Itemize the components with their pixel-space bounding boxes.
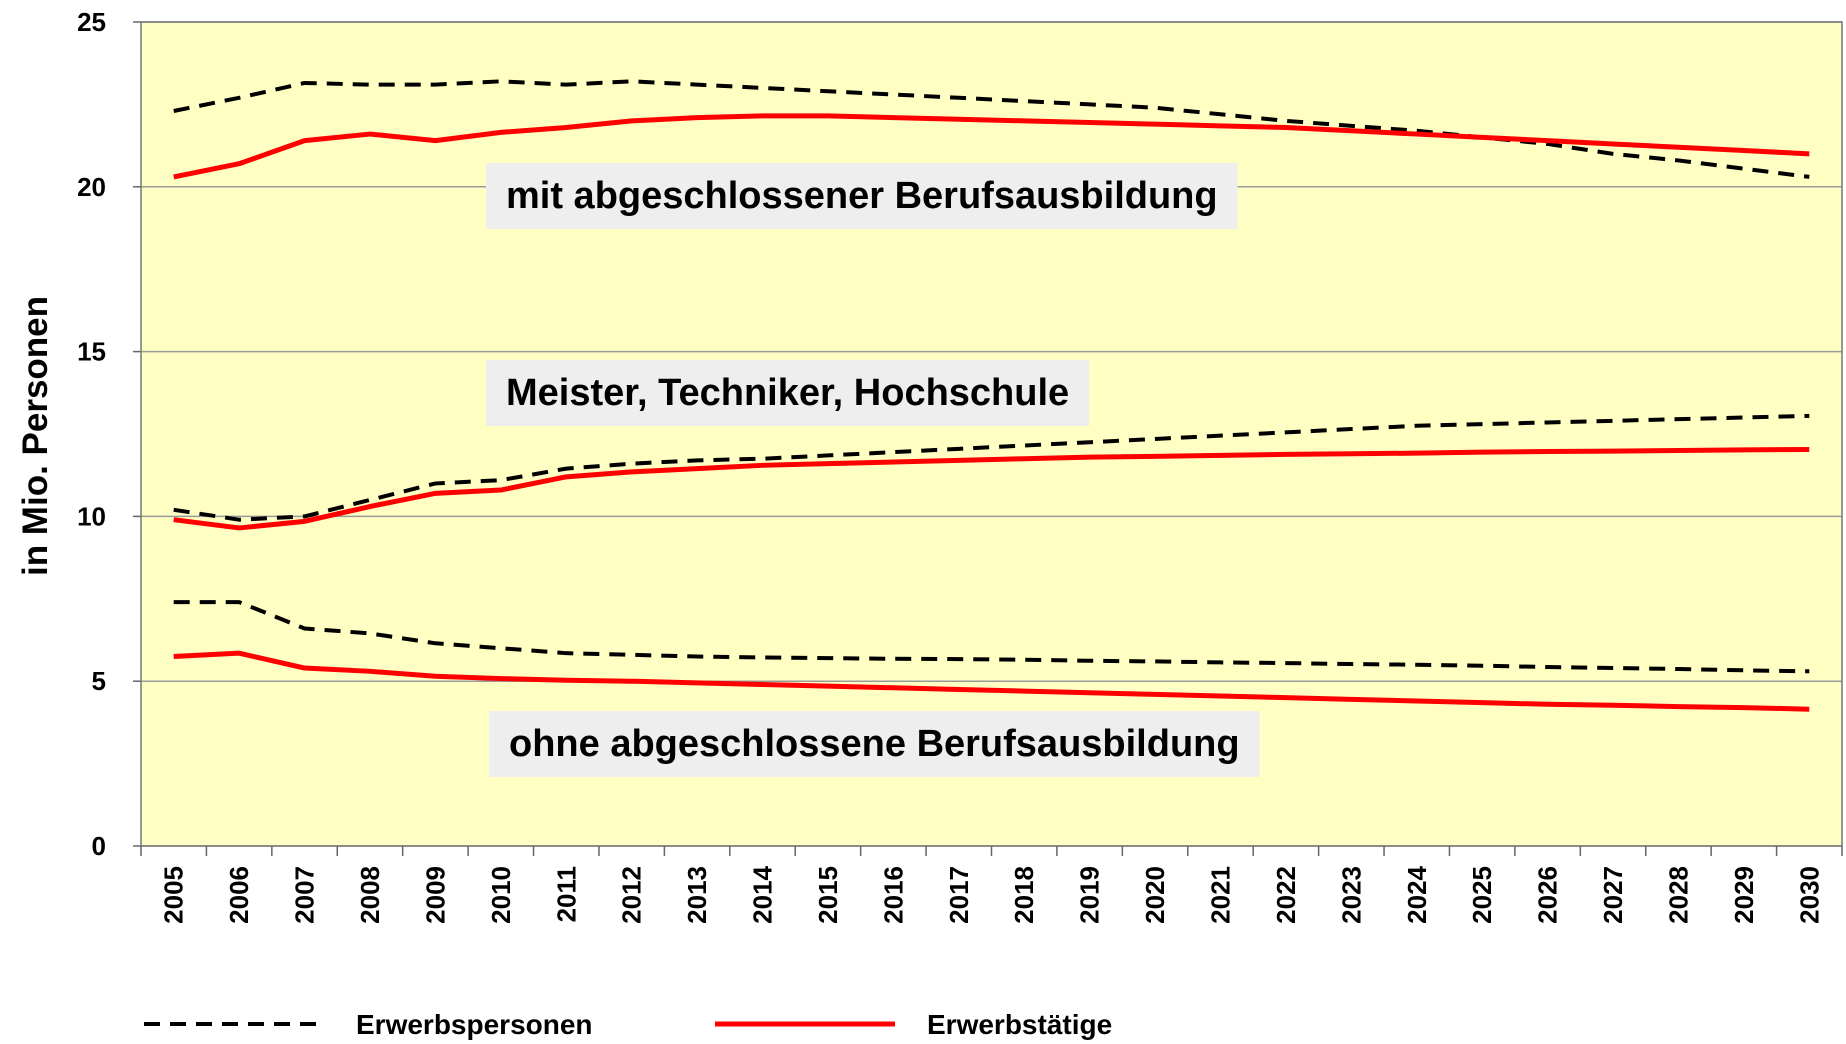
x-tick-label: 2009 [420,866,450,924]
y-tick-label: 0 [92,831,106,861]
y-tick-label: 5 [92,666,106,696]
x-tick-label: 2029 [1729,866,1759,924]
x-tick-label: 2022 [1271,866,1301,924]
x-tick-label: 2024 [1402,865,1432,923]
series-line [173,446,1810,531]
x-tick-label: 2018 [1009,866,1039,924]
x-tick-label: 2007 [290,866,320,924]
annotation-box [486,163,1238,229]
annotation: ohne abgeschlossene Berufsausbildung [509,723,1240,765]
x-tick-label: 2013 [682,866,712,924]
x-tick-label: 2012 [617,866,647,924]
x-tick-label: 2019 [1075,866,1105,924]
x-tick-label: 2015 [813,866,843,924]
x-tick-label: 2030 [1794,866,1824,924]
legend-label: Erwerbspersonen [356,1009,593,1040]
x-tick-label: 2006 [224,866,254,924]
y-tick-label: 15 [77,337,106,367]
series-line [173,113,1810,180]
series-line [173,79,1810,179]
x-tick-label: 2025 [1467,866,1497,924]
y-tick-label: 20 [77,172,106,202]
plot-area [141,22,1842,846]
x-tick-label: 2008 [355,866,385,924]
x-tick-label: 2021 [1205,866,1235,924]
x-tick-label: 2020 [1140,866,1170,924]
legend-label: Erwerbstätige [927,1009,1112,1040]
x-tick-label: 2011 [551,866,581,922]
x-tick-label: 2017 [944,866,974,924]
annotation-box [489,711,1260,777]
y-tick-label: 25 [77,7,106,37]
annotation: Meister, Techniker, Hochschule [506,372,1069,414]
x-tick-label: 2028 [1663,866,1693,924]
x-tick-label: 2026 [1533,866,1563,924]
x-tick-label: 2014 [748,865,778,923]
x-tick-label: 2010 [486,866,516,924]
y-tick-label: 10 [77,501,106,531]
x-tick-label: 2016 [878,866,908,924]
x-tick-label: 2023 [1336,866,1366,924]
x-tick-label: 2027 [1598,866,1628,924]
annotation: mit abgeschlossener Berufsausbildung [506,175,1218,217]
annotation-box [486,360,1090,426]
x-tick-label: 2005 [159,866,189,924]
y-axis-label: in Mio. Personen [16,296,55,576]
series-line [173,650,1810,712]
